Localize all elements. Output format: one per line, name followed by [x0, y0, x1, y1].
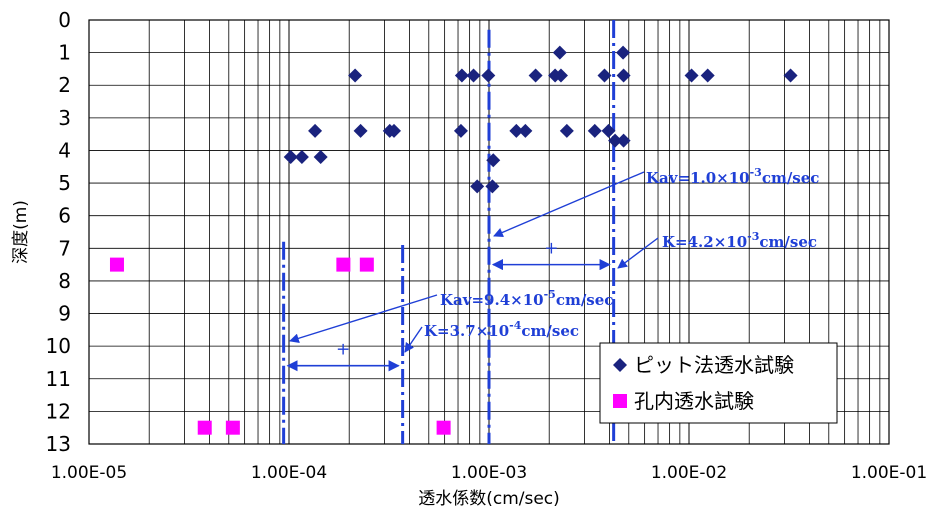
y-tick-label: 5 [58, 171, 71, 195]
y-tick-label: 3 [58, 106, 71, 130]
x-tick-label: 1.00E-05 [51, 463, 127, 483]
annotation-arrow [289, 294, 438, 344]
y-tick-label: 11 [46, 367, 71, 391]
data-point-diamond [608, 133, 623, 148]
data-point-diamond [486, 153, 501, 168]
legend-label: 孔内透水試験 [634, 389, 754, 413]
data-point-diamond [553, 68, 568, 83]
data-point-diamond [453, 123, 468, 138]
data-point-square [436, 420, 451, 435]
y-tick-label: 13 [46, 432, 71, 456]
y-tick-label: 12 [46, 399, 71, 423]
annotation-label: K=4.2×10-3cm/sec [662, 230, 817, 251]
x-axis-label: 透水係数(cm/sec) [418, 489, 560, 509]
data-point-diamond [470, 179, 485, 194]
y-tick-label: 1 [58, 41, 71, 65]
data-point-square [336, 257, 351, 272]
legend-box [599, 342, 838, 424]
data-point-diamond [783, 68, 798, 83]
range-plus: + [544, 239, 558, 259]
range-plus: + [336, 340, 350, 360]
y-tick-label: 9 [58, 302, 71, 326]
data-point-diamond [353, 123, 368, 138]
data-point-diamond [308, 123, 323, 138]
data-point-diamond [700, 68, 715, 83]
data-point-square [197, 420, 212, 435]
data-point-diamond [481, 68, 496, 83]
x-tick-label: 1.00E-02 [651, 463, 727, 483]
data-point-diamond [684, 68, 699, 83]
annotation-arrow [617, 237, 659, 269]
data-point-diamond [601, 123, 616, 138]
data-point-square [225, 420, 240, 435]
data-point-diamond [313, 149, 328, 164]
x-tick-label: 1.00E-03 [451, 463, 527, 483]
y-axis-label: 深度(m) [11, 200, 31, 264]
data-point-diamond [283, 149, 298, 164]
data-point-square [359, 257, 374, 272]
series-1 [283, 45, 798, 194]
data-point-diamond [454, 68, 469, 83]
data-point-diamond [616, 133, 631, 148]
data-point-diamond [559, 123, 574, 138]
data-point-diamond [587, 123, 602, 138]
legend-label: ピット法透水試験 [634, 353, 794, 377]
annotation-label: K=3.7×10-4cm/sec [424, 319, 579, 340]
y-tick-label: 0 [58, 8, 71, 32]
data-point-diamond [294, 149, 309, 164]
y-tick-label: 2 [58, 73, 71, 97]
data-point-diamond [387, 123, 402, 138]
data-point-square [109, 257, 124, 272]
y-tick-label: 8 [58, 269, 71, 293]
data-point-diamond [485, 179, 500, 194]
plot-border [88, 19, 890, 445]
annotation-arrow [493, 171, 645, 238]
data-point-diamond [616, 68, 631, 83]
y-tick-label: 7 [58, 236, 71, 260]
x-tick-label: 1.00E-01 [851, 463, 927, 483]
data-point-diamond [616, 45, 631, 60]
annotation-label: Kav=1.0×10-3cm/sec [646, 166, 819, 187]
legend-marker-diamond [613, 358, 627, 372]
y-tick-label: 6 [58, 204, 71, 228]
y-tick-label: 10 [46, 334, 71, 358]
data-point-diamond [597, 68, 612, 83]
data-point-diamond [552, 45, 567, 60]
y-tick-label: 4 [58, 138, 71, 162]
data-point-diamond [518, 123, 533, 138]
data-point-diamond [466, 68, 481, 83]
legend-marker-square [613, 394, 627, 408]
data-point-diamond [528, 68, 543, 83]
data-point-diamond [509, 123, 524, 138]
x-tick-label: 1.00E-04 [251, 463, 327, 483]
series-2 [109, 257, 451, 435]
data-point-diamond [348, 68, 363, 83]
annotation-label: Kav=9.4×10-5cm/sec [440, 288, 613, 309]
annotation-arrow [404, 326, 423, 353]
